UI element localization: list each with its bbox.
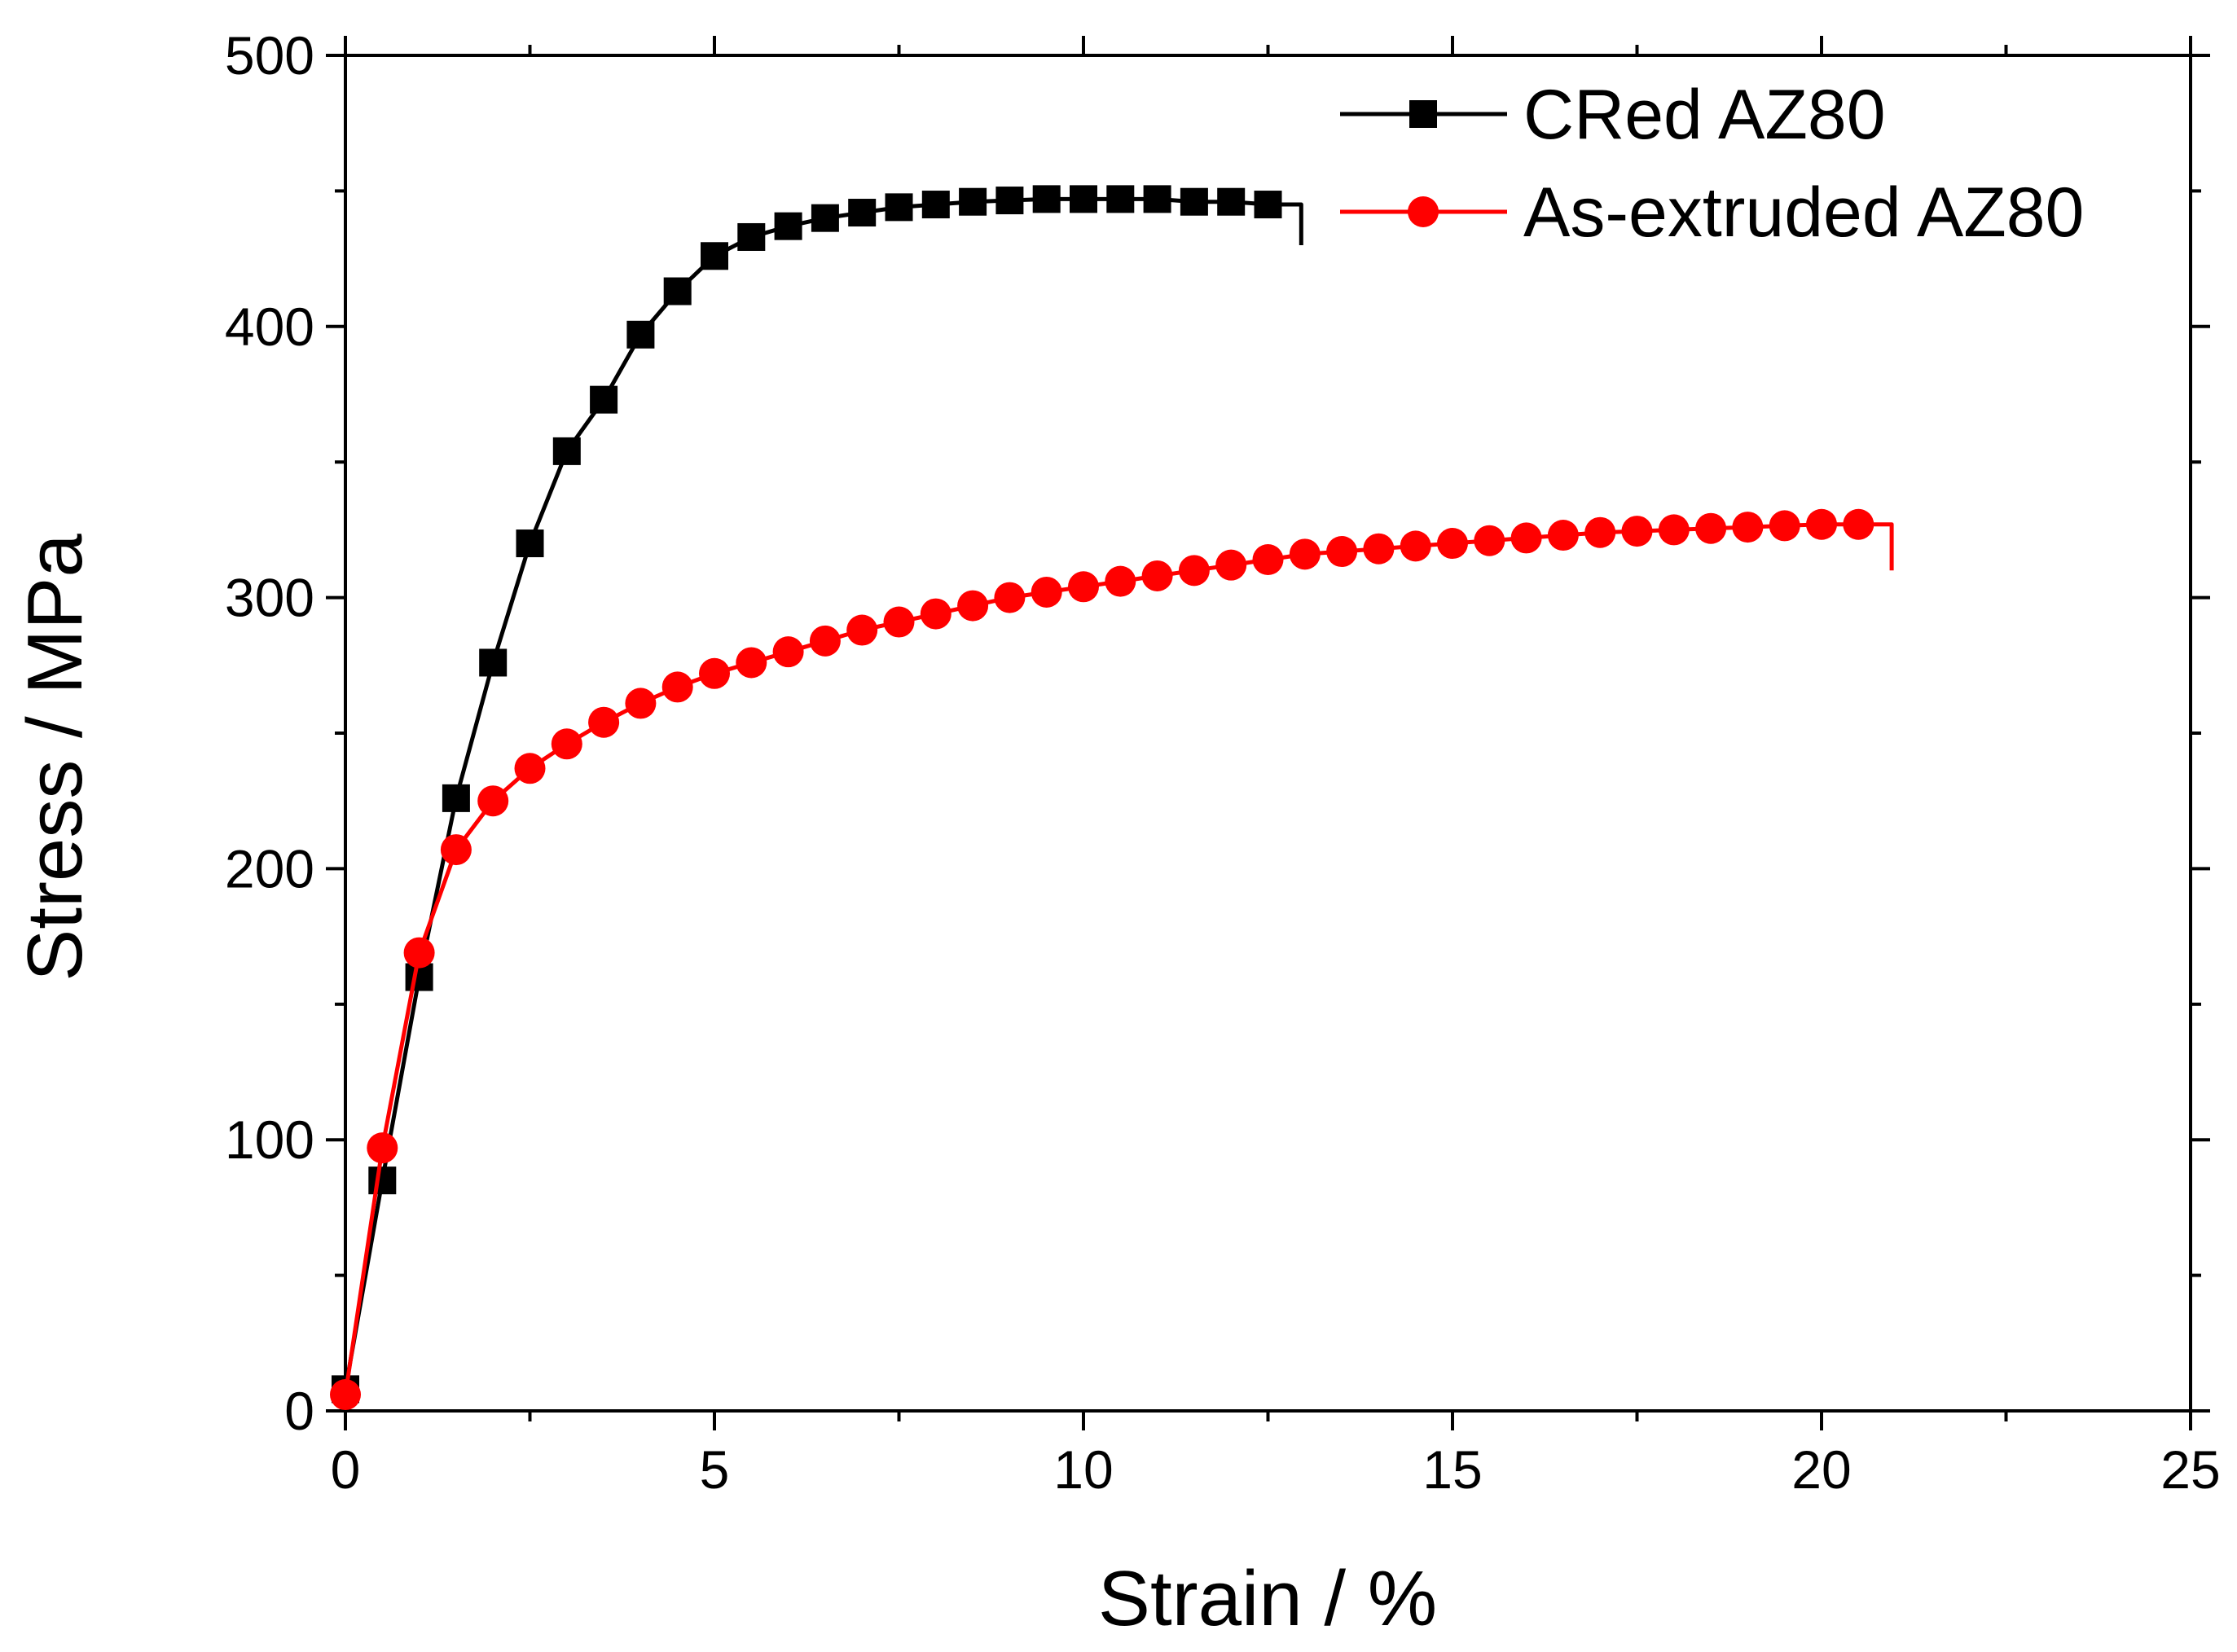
data-point-cred-az80: [811, 204, 839, 232]
data-point-as-extruded-az80: [1769, 510, 1800, 542]
data-point-cred-az80: [442, 784, 470, 812]
data-point-as-extruded-az80: [1547, 520, 1579, 551]
series-line-cred-az80: [343, 196, 1303, 1390]
data-point-as-extruded-az80: [1215, 549, 1247, 581]
data-point-as-extruded-az80: [1400, 530, 1431, 562]
data-point-as-extruded-az80: [403, 937, 435, 969]
series-as-extruded-az80: [330, 508, 1894, 1411]
y-tick-label: 400: [225, 297, 314, 357]
data-point-cred-az80: [848, 199, 877, 227]
data-point-as-extruded-az80: [330, 1379, 361, 1411]
x-tick-label: 20: [1791, 1439, 1851, 1500]
data-point-as-extruded-az80: [1437, 528, 1468, 560]
data-point-as-extruded-az80: [1326, 536, 1358, 568]
legend-label-as-extruded-az80: As-extruded AZ80: [1523, 174, 2084, 252]
data-point-as-extruded-az80: [1289, 538, 1321, 570]
data-point-as-extruded-az80: [920, 598, 951, 630]
data-point-as-extruded-az80: [551, 728, 582, 760]
data-point-as-extruded-az80: [588, 706, 620, 738]
axis-ticks: [326, 36, 2210, 1430]
data-point-cred-az80: [885, 193, 913, 222]
data-point-cred-az80: [1143, 185, 1171, 213]
data-point-as-extruded-az80: [1141, 560, 1173, 591]
data-point-as-extruded-az80: [1474, 525, 1505, 556]
legend-item-cred-az80: CRed AZ80: [1340, 76, 1886, 154]
data-point-cred-az80: [516, 529, 544, 558]
data-point-as-extruded-az80: [846, 614, 878, 646]
data-point-as-extruded-az80: [957, 590, 989, 622]
x-axis-title: Strain / %: [1098, 1555, 1437, 1642]
data-point-as-extruded-az80: [1031, 576, 1062, 608]
data-point-as-extruded-az80: [1843, 508, 1874, 540]
data-point-cred-az80: [626, 320, 655, 349]
data-point-cred-az80: [774, 212, 802, 240]
legend-item-as-extruded-az80: As-extruded AZ80: [1340, 174, 2084, 252]
data-point-cred-az80: [1254, 191, 1282, 219]
data-point-cred-az80: [590, 385, 618, 414]
legend-marker-as-extruded-az80: [1408, 196, 1439, 227]
legend-marker-cred-az80: [1409, 100, 1437, 128]
legend: CRed AZ80 As-extruded AZ80: [1340, 76, 2084, 252]
data-point-as-extruded-az80: [1621, 516, 1653, 547]
data-point-cred-az80: [479, 648, 508, 677]
data-point-as-extruded-az80: [772, 636, 804, 668]
data-point-cred-az80: [1180, 187, 1208, 216]
axis-tick-labels: 0 5 10 15 20 25 0 100 200 300 400 500: [225, 25, 2221, 1500]
series-cred-az80: [332, 185, 1303, 1404]
data-point-as-extruded-az80: [661, 671, 693, 703]
legend-label-cred-az80: CRed AZ80: [1523, 76, 1886, 154]
data-point-as-extruded-az80: [1658, 514, 1690, 546]
y-tick-label: 500: [225, 25, 314, 86]
data-point-as-extruded-az80: [1695, 512, 1727, 544]
data-point-as-extruded-az80: [1178, 555, 1210, 587]
data-point-cred-az80: [663, 277, 692, 305]
y-tick-label: 300: [225, 568, 314, 628]
data-point-as-extruded-az80: [367, 1132, 398, 1164]
x-tick-label: 5: [700, 1439, 730, 1500]
y-tick-label: 0: [284, 1381, 314, 1441]
data-point-cred-az80: [368, 1167, 397, 1195]
data-point-as-extruded-az80: [1510, 522, 1542, 554]
data-point-cred-az80: [995, 187, 1024, 215]
data-point-as-extruded-az80: [1363, 533, 1395, 565]
data-point-cred-az80: [1070, 185, 1097, 213]
y-tick-label: 100: [225, 1109, 314, 1170]
x-tick-label: 0: [331, 1439, 361, 1500]
y-tick-label: 200: [225, 838, 314, 898]
data-point-cred-az80: [1217, 187, 1246, 216]
data-point-as-extruded-az80: [477, 785, 509, 817]
data-point-as-extruded-az80: [1068, 571, 1099, 603]
data-point-cred-az80: [959, 187, 987, 216]
x-tick-label: 15: [1422, 1439, 1482, 1500]
data-point-as-extruded-az80: [440, 834, 472, 866]
data-point-as-extruded-az80: [809, 625, 841, 657]
data-point-as-extruded-az80: [883, 606, 915, 638]
data-point-cred-az80: [1032, 185, 1061, 213]
data-point-cred-az80: [921, 191, 950, 219]
x-tick-label: 25: [2160, 1439, 2220, 1500]
data-point-as-extruded-az80: [994, 582, 1026, 613]
x-tick-label: 10: [1053, 1439, 1113, 1500]
data-point-as-extruded-az80: [1105, 565, 1136, 597]
y-axis-title: Stress / MPa: [11, 534, 99, 982]
data-point-cred-az80: [552, 437, 581, 465]
data-point-as-extruded-az80: [1806, 508, 1837, 540]
data-point-as-extruded-az80: [1584, 516, 1616, 548]
data-series: [330, 185, 1894, 1411]
data-point-as-extruded-az80: [625, 688, 657, 719]
data-point-cred-az80: [1106, 185, 1135, 213]
data-point-as-extruded-az80: [1732, 512, 1764, 543]
data-point-as-extruded-az80: [699, 657, 730, 689]
data-point-cred-az80: [701, 242, 728, 270]
data-point-as-extruded-az80: [514, 753, 546, 784]
data-point-as-extruded-az80: [1252, 544, 1284, 576]
data-point-as-extruded-az80: [736, 647, 767, 679]
data-point-cred-az80: [737, 222, 766, 251]
